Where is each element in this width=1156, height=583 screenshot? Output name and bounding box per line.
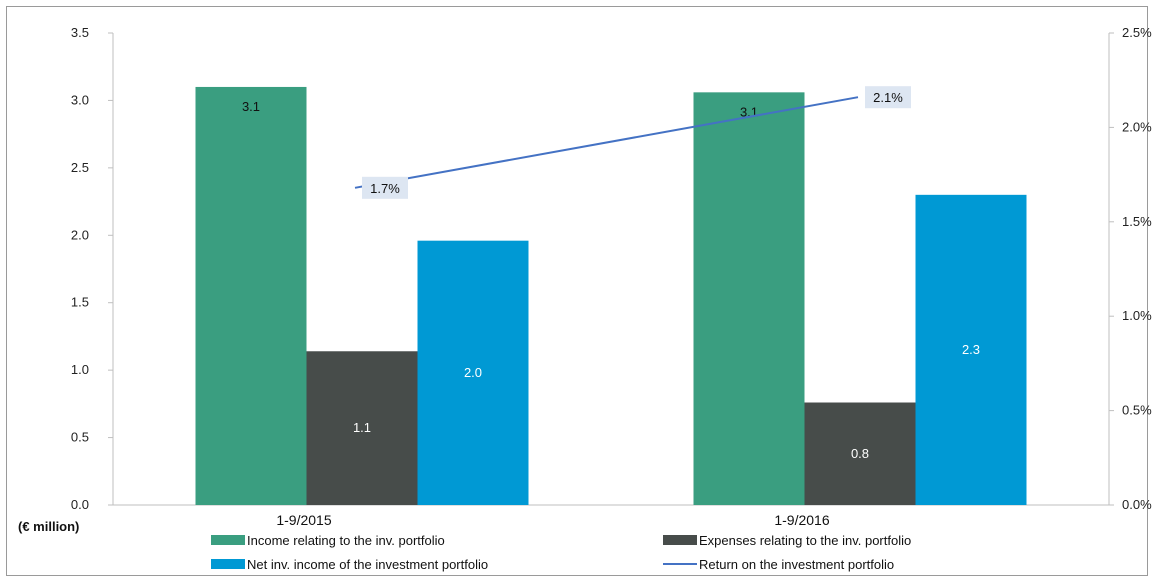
left-tick-label: 1.5 [71, 295, 89, 310]
bar [915, 194, 1027, 506]
return-line-path [354, 96, 859, 189]
category-label: 1-9/2016 [774, 512, 829, 528]
legend-label: Net inv. income of the investment portfo… [247, 557, 488, 572]
bar-data-label: 1.1 [353, 420, 371, 435]
right-tick-label: 0.5% [1122, 403, 1152, 418]
bar [417, 240, 529, 505]
right-tick-label: 1.5% [1122, 214, 1152, 229]
right-axis-ticks: 0.0% 0.5% 1.0% 1.5% 2.0% 2.5% [1109, 25, 1152, 512]
right-tick-label: 2.0% [1122, 119, 1152, 134]
legend: Income relating to the inv. portfolio Exp… [211, 533, 911, 572]
return-line: 1.7% 2.1% [354, 86, 911, 199]
left-tick-label: 1.0 [71, 362, 89, 377]
legend-swatch [211, 559, 245, 569]
left-tick-label: 3.0 [71, 92, 89, 107]
category-labels: 1-9/2015 1-9/2016 [276, 512, 829, 528]
bar-data-label: 0.8 [851, 446, 869, 461]
bar-data-label: 3.1 [242, 99, 260, 114]
legend-label: Expenses relating to the inv. portfolio [699, 533, 911, 548]
left-tick-label: 3.5 [71, 25, 89, 40]
bar [306, 351, 418, 505]
left-tick-label: 0.0 [71, 497, 89, 512]
left-tick-label: 2.0 [71, 227, 89, 242]
bar-data-label: 2.0 [464, 365, 482, 380]
legend-swatch [663, 535, 697, 545]
unit-label: (€ million) [18, 519, 79, 534]
line-data-label: 2.1% [873, 90, 903, 105]
bar-data-label: 2.3 [962, 342, 980, 357]
legend-swatch [211, 535, 245, 545]
bar [195, 86, 307, 505]
line-label-box [865, 86, 911, 109]
left-axis-ticks: 0.0 0.5 1.0 1.5 2.0 2.5 3.0 3.5 [71, 25, 113, 512]
bars: 3.1 3.11.10.82.02.3 [195, 86, 1027, 506]
right-tick-label: 2.5% [1122, 25, 1152, 40]
right-tick-label: 1.0% [1122, 308, 1152, 323]
left-tick-label: 2.5 [71, 160, 89, 175]
bar [804, 402, 916, 505]
left-tick-label: 0.5 [71, 430, 89, 445]
category-label: 1-9/2015 [276, 512, 331, 528]
line-label-box [362, 176, 408, 199]
line-data-label: 1.7% [370, 181, 400, 196]
right-tick-label: 0.0% [1122, 497, 1152, 512]
bar [693, 92, 805, 505]
legend-label: Income relating to the inv. portfolio [247, 533, 445, 548]
legend-label: Return on the investment portfolio [699, 557, 894, 572]
